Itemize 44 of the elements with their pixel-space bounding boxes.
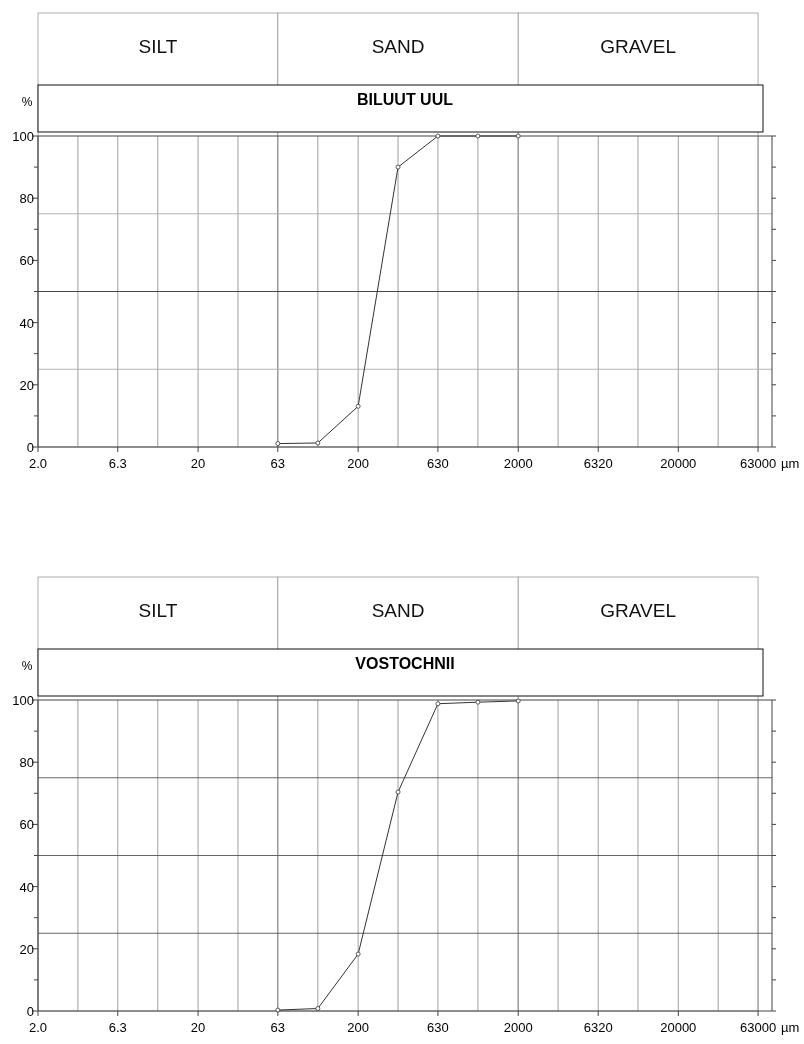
y-axis-title: % <box>21 659 33 673</box>
x-tick-label: 20000 <box>660 1020 697 1035</box>
x-tick-label: 6320 <box>583 456 613 471</box>
y-tick-label: 80 <box>19 191 34 207</box>
x-tick-label: 63000 <box>739 1020 777 1035</box>
x-tick-label: 2.0 <box>28 1020 48 1035</box>
band-label: SAND <box>371 36 425 57</box>
x-tick-label: 63000 <box>739 456 777 471</box>
chart-title: VOSTOCHNII <box>355 655 455 672</box>
band-label: SILT <box>138 600 178 621</box>
chart-title: BILUUT UUL <box>357 91 454 108</box>
y-tick-label: 0 <box>26 440 34 455</box>
x-tick-label: 6320 <box>583 1020 613 1035</box>
y-tick-label: 40 <box>19 879 34 895</box>
x-tick-label: 2000 <box>503 1020 533 1035</box>
x-tick-label: 20000 <box>660 456 697 471</box>
y-tick-label: 60 <box>19 817 34 833</box>
x-tick-label: 20 <box>190 1020 206 1035</box>
x-tick-label: 6.3 <box>108 1020 127 1035</box>
y-tick-label: 60 <box>19 253 34 269</box>
x-tick-label: 2000 <box>503 456 533 471</box>
x-tick-label: 63 <box>270 1020 286 1035</box>
band-label: SILT <box>138 36 178 57</box>
y-tick-label: 20 <box>19 941 34 957</box>
x-tick-label: 630 <box>427 456 449 471</box>
y-tick-label: 80 <box>19 755 34 771</box>
x-tick-label: 630 <box>427 1020 449 1035</box>
x-axis-title: µm <box>781 456 800 471</box>
y-tick-label: 100 <box>12 693 34 708</box>
y-tick-label: 100 <box>12 129 34 144</box>
x-tick-label: 20 <box>190 456 206 471</box>
band-label: GRAVEL <box>600 36 676 57</box>
y-axis-title: % <box>21 95 33 109</box>
x-axis-title: µm <box>781 1020 800 1035</box>
x-tick-label: 6.3 <box>108 456 127 471</box>
x-tick-label: 2.0 <box>28 456 48 471</box>
y-tick-label: 0 <box>26 1004 34 1019</box>
x-tick-label: 200 <box>347 1020 369 1035</box>
x-tick-label: 200 <box>347 456 369 471</box>
y-tick-label: 20 <box>19 377 34 393</box>
x-tick-label: 63 <box>270 456 286 471</box>
band-label: SAND <box>371 600 425 621</box>
band-label: GRAVEL <box>600 600 676 621</box>
y-tick-label: 40 <box>19 315 34 331</box>
